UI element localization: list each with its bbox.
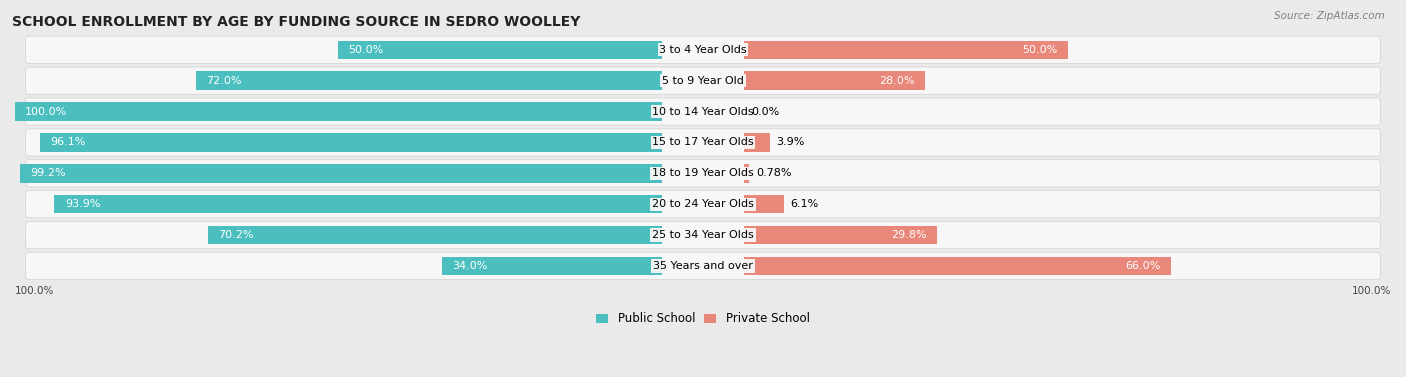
FancyBboxPatch shape — [25, 222, 1381, 249]
Text: 93.9%: 93.9% — [65, 199, 100, 209]
FancyBboxPatch shape — [25, 191, 1381, 218]
Text: 34.0%: 34.0% — [453, 261, 488, 271]
Bar — [20, 164, 662, 182]
Bar — [55, 195, 662, 213]
Text: 66.0%: 66.0% — [1126, 261, 1161, 271]
Text: 25 to 34 Year Olds: 25 to 34 Year Olds — [652, 230, 754, 240]
Text: 70.2%: 70.2% — [218, 230, 253, 240]
Bar — [41, 133, 662, 152]
Bar — [208, 226, 662, 244]
Text: 29.8%: 29.8% — [891, 230, 927, 240]
Text: 20 to 24 Year Olds: 20 to 24 Year Olds — [652, 199, 754, 209]
Text: Source: ZipAtlas.com: Source: ZipAtlas.com — [1274, 11, 1385, 21]
Bar — [441, 257, 662, 275]
Text: 96.1%: 96.1% — [51, 138, 86, 147]
Bar — [744, 195, 783, 213]
Text: 99.2%: 99.2% — [31, 168, 66, 178]
Bar — [339, 40, 662, 59]
FancyBboxPatch shape — [25, 160, 1381, 187]
Text: 15 to 17 Year Olds: 15 to 17 Year Olds — [652, 138, 754, 147]
Text: 50.0%: 50.0% — [349, 45, 384, 55]
Text: SCHOOL ENROLLMENT BY AGE BY FUNDING SOURCE IN SEDRO WOOLLEY: SCHOOL ENROLLMENT BY AGE BY FUNDING SOUR… — [13, 15, 581, 29]
FancyBboxPatch shape — [25, 129, 1381, 156]
Text: 35 Years and over: 35 Years and over — [652, 261, 754, 271]
Text: 0.78%: 0.78% — [756, 168, 792, 178]
Bar — [744, 71, 925, 90]
Bar — [744, 164, 749, 182]
Text: 6.1%: 6.1% — [790, 199, 818, 209]
Text: 3 to 4 Year Olds: 3 to 4 Year Olds — [659, 45, 747, 55]
FancyBboxPatch shape — [25, 67, 1381, 94]
FancyBboxPatch shape — [25, 98, 1381, 125]
Text: 100.0%: 100.0% — [15, 286, 55, 296]
Bar — [744, 133, 769, 152]
Text: 18 to 19 Year Olds: 18 to 19 Year Olds — [652, 168, 754, 178]
Text: 100.0%: 100.0% — [25, 107, 67, 116]
Text: 10 to 14 Year Olds: 10 to 14 Year Olds — [652, 107, 754, 116]
Legend: Public School, Private School: Public School, Private School — [592, 307, 814, 330]
Bar — [744, 40, 1067, 59]
Text: 50.0%: 50.0% — [1022, 45, 1057, 55]
Bar — [744, 226, 936, 244]
Text: 100.0%: 100.0% — [1351, 286, 1391, 296]
Text: 72.0%: 72.0% — [207, 76, 242, 86]
FancyBboxPatch shape — [25, 252, 1381, 280]
Text: 28.0%: 28.0% — [880, 76, 915, 86]
Bar — [744, 257, 1171, 275]
Text: 5 to 9 Year Old: 5 to 9 Year Old — [662, 76, 744, 86]
Bar — [195, 71, 662, 90]
Text: 3.9%: 3.9% — [776, 138, 804, 147]
Text: 0.0%: 0.0% — [751, 107, 779, 116]
FancyBboxPatch shape — [25, 36, 1381, 63]
Bar — [15, 102, 662, 121]
